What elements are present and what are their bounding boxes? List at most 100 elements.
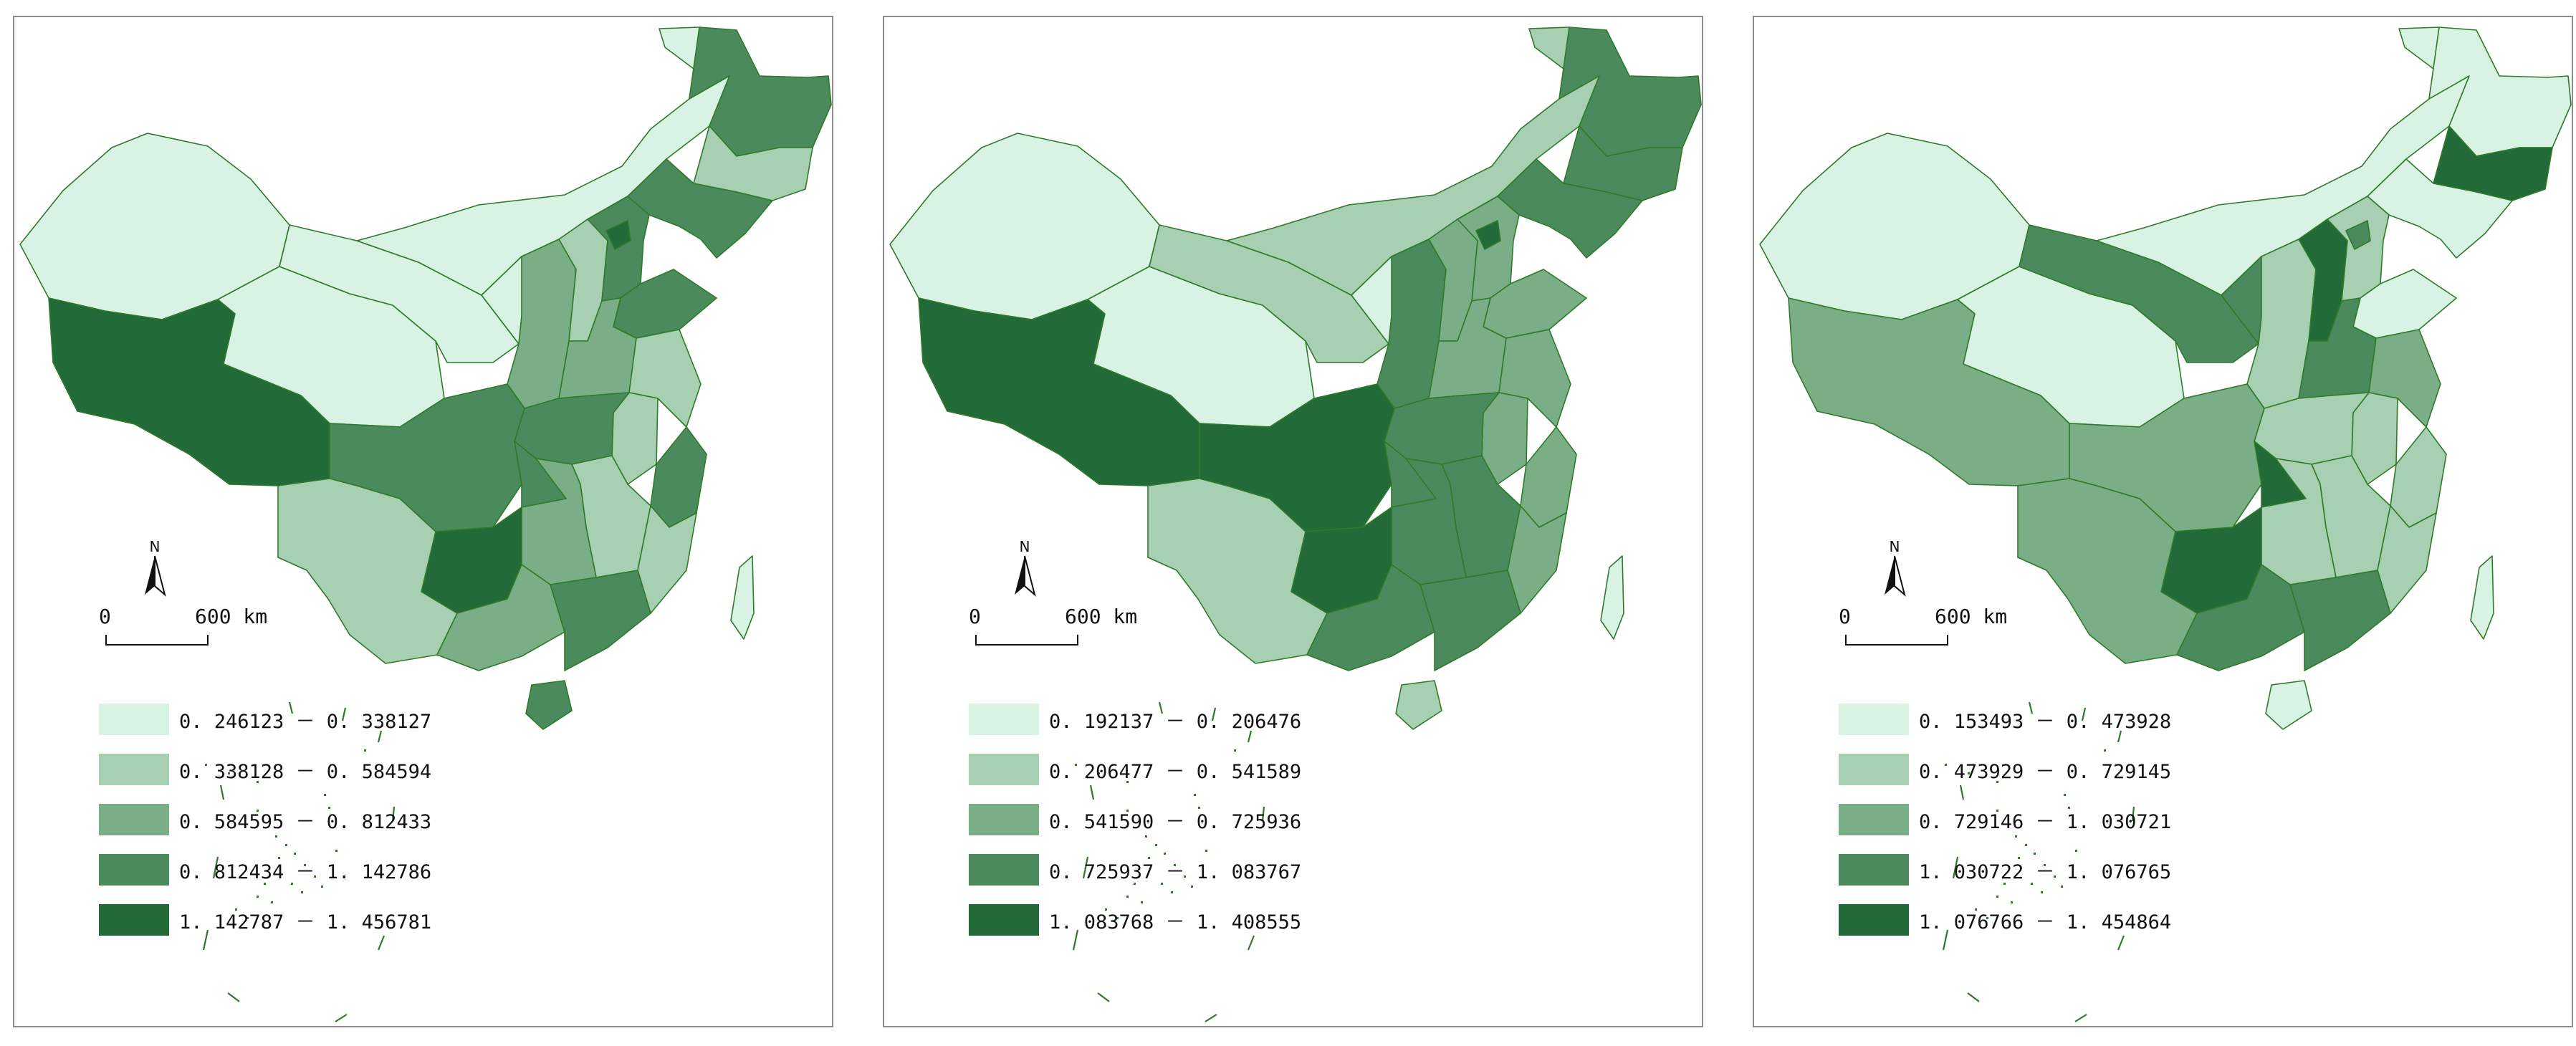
island-dot — [1148, 857, 1150, 859]
legend-label: 1. 030722 － 1. 076765 — [1919, 860, 2172, 883]
island-dot — [1986, 917, 1988, 919]
island-dot — [2061, 886, 2063, 888]
legend-swatch — [1839, 704, 1909, 735]
island-dot — [1164, 853, 1166, 855]
province-guangdong — [550, 570, 651, 671]
boundary-dash — [2131, 806, 2135, 822]
scale-start-label: 0 — [99, 605, 111, 628]
boundary-dash — [1261, 806, 1265, 822]
boundary-dash — [2081, 707, 2087, 721]
legend-swatch — [969, 754, 1039, 785]
legend-item: 1. 030722 － 1. 076765 — [1839, 854, 2211, 886]
island-dot — [1996, 896, 1998, 898]
island-dot — [321, 886, 323, 888]
legend-swatch — [99, 804, 169, 835]
north-label: N — [150, 538, 161, 555]
island-dot — [2041, 891, 2043, 893]
island-dot — [228, 772, 230, 774]
boundary-dash — [335, 1014, 348, 1022]
legend-label: 1. 142787 － 1. 456781 — [179, 911, 432, 934]
legend-item: 0. 541590 － 0. 725936 — [969, 804, 1341, 835]
choropleth-map: N — [1759, 27, 2572, 1022]
island-dot — [1194, 794, 1196, 796]
boundary-dash — [1082, 856, 1089, 879]
island-dot — [328, 807, 330, 809]
scale-bar — [975, 635, 1078, 646]
island-dot — [264, 883, 266, 885]
island-dot — [2034, 853, 2036, 855]
island-dot — [2015, 835, 2017, 838]
boundary-dash — [212, 856, 219, 879]
legend-swatch — [1839, 854, 1909, 886]
island-dot — [1116, 917, 1119, 919]
island-dot — [1141, 901, 1143, 903]
province-taiwan — [2470, 555, 2494, 640]
legend-item: 1. 083768 － 1. 408555 — [969, 904, 1341, 936]
legend-item: 0. 584595 － 0. 812433 — [99, 804, 471, 835]
island-dot — [2068, 807, 2070, 809]
island-dot — [2031, 883, 2033, 885]
province-zhejiang — [1520, 426, 1577, 528]
boundary-dash — [1247, 935, 1255, 951]
island-dot — [2018, 857, 2020, 859]
boundary-dash — [1211, 707, 1217, 721]
boundary-dash — [1959, 784, 1965, 800]
island-dot — [1996, 781, 1998, 783]
island-dot — [364, 749, 366, 752]
island-dot — [2054, 875, 2056, 878]
island-dot — [294, 853, 296, 855]
island-dot — [291, 883, 293, 885]
map-panel: N 0 600 km 0. 153493 － 0. 473928 0. 473929 －… — [1753, 16, 2573, 1027]
province-beijing — [605, 220, 631, 250]
legend-item: 0. 153493 － 0. 473928 — [1839, 704, 2211, 735]
legend-swatch — [1839, 754, 1909, 785]
legend-label: 0. 812434 － 1. 142786 — [179, 860, 432, 883]
island-dot — [1075, 764, 1077, 766]
island-dot — [271, 901, 273, 903]
island-dot — [257, 810, 259, 812]
scale-bar — [1845, 635, 1948, 646]
legend: 0. 153493 － 0. 473928 0. 473929 － 0. 7291… — [1839, 704, 2211, 956]
boundary-dash — [1205, 1014, 1217, 1022]
legend-item: 0. 192137 － 0. 206476 — [969, 704, 1341, 735]
scale-start-label: 0 — [1839, 605, 1851, 628]
legend: 0. 246123 － 0. 338127 0. 338128 － 0. 5845… — [99, 704, 471, 956]
boundary-dash — [1247, 730, 1253, 743]
legend-swatch — [969, 854, 1039, 886]
island-dot — [1126, 781, 1129, 783]
island-dot — [304, 864, 306, 866]
legend-swatch — [969, 804, 1039, 835]
legend-swatch — [99, 754, 169, 785]
legend-label: 0. 725937 － 1. 083767 — [1049, 860, 1302, 883]
province-zhejiang — [650, 426, 707, 528]
island-dot — [2075, 850, 2077, 852]
legend-label: 0. 206477 － 0. 541589 — [1049, 760, 1302, 783]
island-dot — [235, 908, 237, 911]
province-beijing — [1475, 220, 1501, 250]
province-beijing — [2345, 220, 2371, 250]
island-dot — [1975, 908, 1977, 911]
boundary-dash — [219, 784, 225, 800]
boundary-dash — [1942, 929, 1949, 951]
boundary-dash — [2074, 1014, 2087, 1022]
island-dot — [2025, 844, 2027, 846]
legend-label: 0. 584595 － 0. 812433 — [179, 810, 432, 833]
north-arrow-icon: N — [1015, 538, 1036, 597]
province-yunnan — [1147, 478, 1328, 664]
island-dot — [246, 917, 249, 919]
boundary-dash — [377, 935, 386, 951]
scale-start-label: 0 — [969, 605, 981, 628]
island-dot — [1968, 772, 1970, 774]
boundary-dash — [2028, 701, 2034, 714]
boundary-dash — [1952, 856, 1959, 879]
north-label: N — [1890, 538, 1900, 555]
legend-swatch — [969, 904, 1039, 936]
boundary-dash — [1967, 992, 1980, 1002]
island-dot — [2011, 901, 2013, 903]
boundary-dash — [1158, 701, 1164, 714]
island-dot — [257, 896, 259, 898]
island-dot — [1184, 875, 1186, 878]
province-hainan — [525, 680, 573, 730]
legend-label: 0. 541590 － 0. 725936 — [1049, 810, 1302, 833]
